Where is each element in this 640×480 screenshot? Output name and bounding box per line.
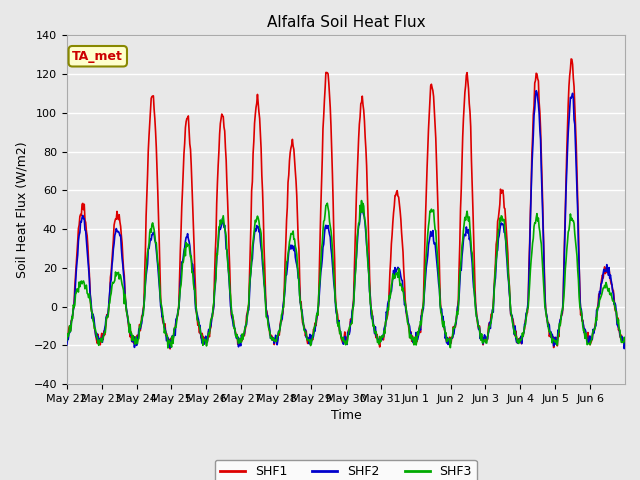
- SHF1: [63, 332, 70, 338]
- SHF2: [280, 299, 287, 304]
- X-axis label: Time: Time: [330, 409, 361, 422]
- SHF3: [405, 322, 413, 328]
- SHF1: [280, 282, 288, 288]
- SHF3: [358, 198, 365, 204]
- SHF3: [436, 301, 444, 307]
- SHF3: [621, 338, 629, 344]
- Legend: SHF1, SHF2, SHF3: SHF1, SHF2, SHF3: [215, 460, 477, 480]
- SHF2: [620, 346, 628, 351]
- SHF1: [567, 56, 575, 62]
- SHF2: [63, 342, 70, 348]
- Line: SHF1: SHF1: [67, 59, 625, 349]
- SHF2: [435, 281, 442, 287]
- SHF2: [532, 88, 540, 94]
- SHF2: [259, 262, 266, 268]
- Y-axis label: Soil Heat Flux (W/m2): Soil Heat Flux (W/m2): [15, 141, 28, 278]
- SHF3: [129, 337, 136, 343]
- SHF1: [166, 346, 174, 352]
- SHF1: [404, 320, 412, 325]
- SHF3: [164, 345, 172, 351]
- Text: TA_met: TA_met: [72, 50, 124, 63]
- SHF3: [63, 337, 70, 343]
- Line: SHF3: SHF3: [67, 201, 625, 348]
- SHF2: [231, 327, 239, 333]
- SHF2: [129, 339, 136, 345]
- SHF3: [280, 290, 288, 296]
- SHF1: [621, 340, 629, 346]
- SHF1: [129, 339, 136, 345]
- SHF3: [259, 263, 267, 268]
- SHF2: [621, 340, 629, 346]
- SHF1: [259, 211, 267, 217]
- Title: Alfalfa Soil Heat Flux: Alfalfa Soil Heat Flux: [267, 15, 425, 30]
- SHF3: [232, 333, 239, 338]
- SHF2: [404, 312, 412, 318]
- SHF1: [436, 263, 444, 268]
- Line: SHF2: SHF2: [67, 91, 625, 348]
- SHF1: [232, 330, 239, 336]
